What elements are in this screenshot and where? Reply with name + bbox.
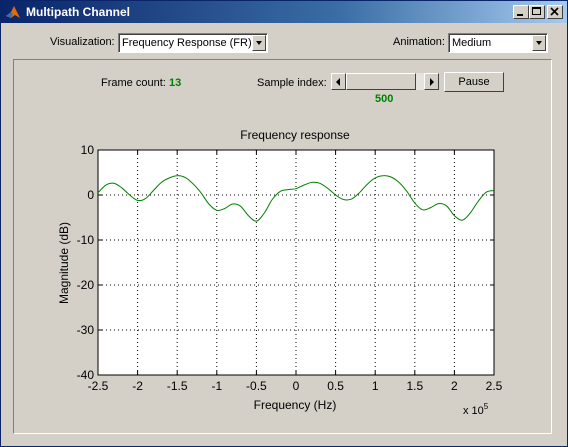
- close-button[interactable]: [547, 5, 563, 19]
- animation-dropdown[interactable]: Medium: [448, 33, 548, 53]
- grid: [98, 150, 494, 375]
- x-tick-label: 1.5: [406, 379, 423, 393]
- x-tick-label: -1.5: [167, 379, 188, 393]
- x-tick-label: 1: [372, 379, 379, 393]
- frame-count-value: 13: [169, 77, 182, 89]
- frequency-response-line: [97, 175, 495, 222]
- minimize-button[interactable]: [513, 5, 529, 19]
- axis-ticks: [97, 149, 495, 376]
- scroll-left-button[interactable]: [331, 73, 346, 90]
- window-title: Multipath Channel: [26, 5, 130, 19]
- x-tick-label: -2: [132, 379, 143, 393]
- sample-index-slider[interactable]: [331, 73, 439, 90]
- x-tick-label: 2.5: [486, 379, 503, 393]
- y-tick-label: 10: [81, 143, 95, 157]
- minimize-icon: [517, 14, 523, 16]
- x-multiplier-label: x 105: [463, 402, 489, 417]
- x-tick-labels: -2.5 -2 -1.5 -1 -0.5 0 0.5 1 1.5 2 2.5: [88, 379, 503, 393]
- x-tick-label: 2: [451, 379, 458, 393]
- maximize-button[interactable]: [529, 5, 545, 19]
- close-icon: [550, 7, 559, 16]
- matlab-icon: [6, 6, 20, 18]
- x-axis-label: Frequency (Hz): [254, 398, 337, 412]
- scroll-right-button[interactable]: [424, 73, 439, 90]
- slider-thumb[interactable]: [346, 73, 416, 90]
- y-tick-label: -20: [77, 278, 95, 292]
- animation-label: Animation:: [393, 36, 445, 48]
- animation-value: Medium: [452, 37, 492, 49]
- x-multiplier-exponent: 5: [484, 402, 489, 411]
- x-tick-label: 0.5: [327, 379, 344, 393]
- y-tick-labels: 10 0 -10 -20 -30 -40: [77, 143, 95, 382]
- sample-index-value: 500: [375, 93, 394, 105]
- y-tick-label: -10: [77, 233, 95, 247]
- visualization-label: Visualization:: [50, 36, 115, 48]
- control-strip: Visualization: Frequency Response (FR) A…: [1, 23, 567, 58]
- chevron-down-icon[interactable]: [252, 35, 266, 51]
- x-tick-label: -1: [211, 379, 222, 393]
- y-tick-label: -40: [77, 368, 95, 382]
- x-tick-label: -0.5: [246, 379, 267, 393]
- y-axis-label: Magnitude (dB): [57, 222, 71, 304]
- y-tick-label: -30: [77, 323, 95, 337]
- visualization-dropdown[interactable]: Frequency Response (FR): [118, 33, 268, 53]
- title-bar[interactable]: Multipath Channel: [1, 1, 567, 23]
- x-multiplier-base: x 10: [463, 405, 484, 417]
- display-panel: [13, 59, 552, 434]
- chevron-down-icon[interactable]: [532, 35, 546, 51]
- maximize-icon: [532, 7, 541, 15]
- x-tick-label: -2.5: [88, 379, 109, 393]
- sample-index-label: Sample index:: [257, 77, 327, 89]
- chart-title: Frequency response: [240, 128, 350, 142]
- x-tick-label: 0: [293, 379, 300, 393]
- frame-count-label: Frame count:: [101, 77, 166, 89]
- pause-button[interactable]: Pause: [444, 72, 504, 92]
- visualization-value: Frequency Response (FR): [122, 37, 252, 49]
- y-tick-label: 0: [87, 188, 94, 202]
